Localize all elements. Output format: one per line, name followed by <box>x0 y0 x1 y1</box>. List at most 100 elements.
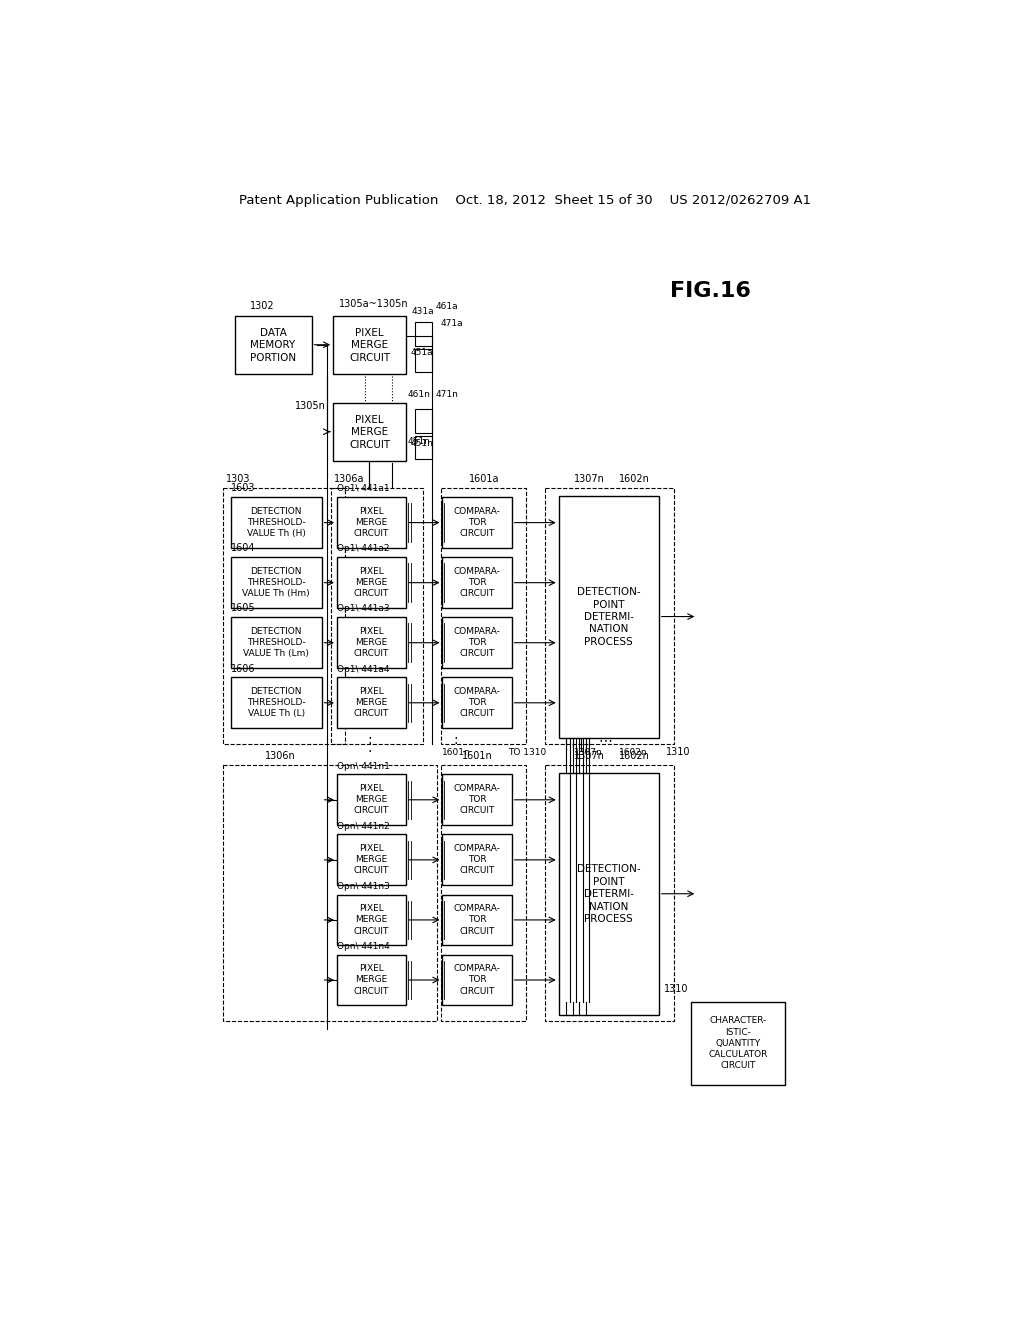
Bar <box>337 834 407 886</box>
Text: 1305a~1305n: 1305a~1305n <box>339 300 409 309</box>
Text: 1603: 1603 <box>230 483 255 494</box>
Text: PIXEL
MERGE
CIRCUIT: PIXEL MERGE CIRCUIT <box>354 965 389 995</box>
Bar <box>442 895 512 945</box>
Text: PIXEL
MERGE
CIRCUIT: PIXEL MERGE CIRCUIT <box>354 568 389 598</box>
Text: Opn\ 441n4: Opn\ 441n4 <box>337 941 390 950</box>
Text: PIXEL
MERGE
CIRCUIT: PIXEL MERGE CIRCUIT <box>354 904 389 936</box>
Text: 451n: 451n <box>408 437 431 446</box>
Bar <box>442 954 512 1006</box>
Text: .: . <box>367 741 372 755</box>
Text: DETECTION
THRESHOLD-
VALUE Th (L): DETECTION THRESHOLD- VALUE Th (L) <box>247 688 305 718</box>
Bar <box>416 348 432 372</box>
Text: 451n: 451n <box>410 440 433 447</box>
Text: 1602n: 1602n <box>618 751 649 762</box>
Text: 1305n: 1305n <box>295 401 326 411</box>
Bar <box>230 557 322 609</box>
Text: 1306n: 1306n <box>264 751 295 762</box>
Text: DATA
MEMORY
PORTION: DATA MEMORY PORTION <box>250 327 296 363</box>
Bar <box>223 766 437 1020</box>
Text: PIXEL
MERGE
CIRCUIT: PIXEL MERGE CIRCUIT <box>354 507 389 539</box>
Text: 461n: 461n <box>408 391 431 400</box>
Text: PIXEL
MERGE
CIRCUIT: PIXEL MERGE CIRCUIT <box>349 327 390 363</box>
Bar <box>230 677 322 729</box>
Text: 1310: 1310 <box>666 747 690 758</box>
Text: 1601a: 1601a <box>469 474 500 484</box>
Text: 1307n: 1307n <box>574 474 605 484</box>
Text: 1303: 1303 <box>226 474 251 484</box>
Text: CHARACTER-
ISTIC-
QUANTITY
CALCULATOR
CIRCUIT: CHARACTER- ISTIC- QUANTITY CALCULATOR CI… <box>709 1016 768 1069</box>
Bar <box>331 488 423 743</box>
Bar <box>337 618 407 668</box>
Text: 1306a: 1306a <box>334 474 365 484</box>
Text: 471n: 471n <box>435 391 459 400</box>
Bar <box>337 775 407 825</box>
Text: DETECTION
THRESHOLD-
VALUE Th (Hm): DETECTION THRESHOLD- VALUE Th (Hm) <box>243 568 310 598</box>
Bar <box>545 488 674 743</box>
Bar <box>441 488 525 743</box>
Text: PIXEL
MERGE
CIRCUIT: PIXEL MERGE CIRCUIT <box>349 414 390 450</box>
Bar <box>441 766 525 1020</box>
Text: :: : <box>454 734 458 747</box>
Text: COMPARA-
TOR
CIRCUIT: COMPARA- TOR CIRCUIT <box>454 784 501 816</box>
Text: Op1\ 441a3: Op1\ 441a3 <box>337 605 389 614</box>
Bar <box>442 775 512 825</box>
Text: 1307n: 1307n <box>574 748 603 758</box>
Text: 431a: 431a <box>412 308 434 317</box>
Text: Opn\ 441n1: Opn\ 441n1 <box>337 762 390 771</box>
Text: DETECTION
THRESHOLD-
VALUE Th (H): DETECTION THRESHOLD- VALUE Th (H) <box>247 507 305 539</box>
Bar <box>337 954 407 1006</box>
Text: COMPARA-
TOR
CIRCUIT: COMPARA- TOR CIRCUIT <box>454 688 501 718</box>
Text: 1604: 1604 <box>230 544 255 553</box>
Text: Op1\ 441a4: Op1\ 441a4 <box>337 664 389 673</box>
Bar <box>337 498 407 548</box>
Bar <box>442 618 512 668</box>
Text: DETECTION-
POINT
DETERMI-
NATION
PROCESS: DETECTION- POINT DETERMI- NATION PROCESS <box>577 865 641 924</box>
Text: TO 1310: TO 1310 <box>508 748 546 758</box>
Text: 461a: 461a <box>435 302 458 312</box>
Text: 1307n: 1307n <box>574 751 605 762</box>
Bar <box>691 1002 785 1085</box>
Bar <box>337 677 407 729</box>
Bar <box>442 498 512 548</box>
Bar <box>337 895 407 945</box>
Text: Op1\ 441a2: Op1\ 441a2 <box>337 544 389 553</box>
Bar <box>416 409 432 433</box>
Bar <box>442 834 512 886</box>
Bar <box>559 774 658 1015</box>
Text: Opn\ 441n3: Opn\ 441n3 <box>337 882 390 891</box>
Text: 451a: 451a <box>410 348 433 358</box>
Bar <box>223 488 345 743</box>
Text: COMPARA-
TOR
CIRCUIT: COMPARA- TOR CIRCUIT <box>454 845 501 875</box>
Text: 1302: 1302 <box>250 301 274 312</box>
Text: PIXEL
MERGE
CIRCUIT: PIXEL MERGE CIRCUIT <box>354 688 389 718</box>
Bar <box>333 404 407 461</box>
Bar <box>337 557 407 609</box>
Text: Op1\ 441a1: Op1\ 441a1 <box>337 484 389 494</box>
Text: COMPARA-
TOR
CIRCUIT: COMPARA- TOR CIRCUIT <box>454 904 501 936</box>
Bar <box>416 436 432 459</box>
Bar <box>333 317 407 374</box>
Bar <box>559 496 658 738</box>
Text: COMPARA-
TOR
CIRCUIT: COMPARA- TOR CIRCUIT <box>454 568 501 598</box>
Bar <box>234 317 311 374</box>
Text: 1602n: 1602n <box>618 474 649 484</box>
Text: PIXEL
MERGE
CIRCUIT: PIXEL MERGE CIRCUIT <box>354 784 389 816</box>
Text: :: : <box>367 734 372 747</box>
Bar <box>442 557 512 609</box>
Text: 1605: 1605 <box>230 603 255 614</box>
Text: 1606: 1606 <box>230 664 255 673</box>
Text: 1601n: 1601n <box>442 748 471 758</box>
Text: Patent Application Publication    Oct. 18, 2012  Sheet 15 of 30    US 2012/02627: Patent Application Publication Oct. 18, … <box>239 194 811 207</box>
Bar <box>416 322 432 346</box>
Bar <box>230 618 322 668</box>
Bar <box>545 766 674 1020</box>
Text: 471a: 471a <box>440 319 463 327</box>
Text: DETECTION
THRESHOLD-
VALUE Th (Lm): DETECTION THRESHOLD- VALUE Th (Lm) <box>243 627 309 659</box>
Text: 1601n: 1601n <box>462 751 493 762</box>
Text: ⋯: ⋯ <box>599 734 612 747</box>
Bar <box>442 677 512 729</box>
Text: 1602n: 1602n <box>618 748 647 758</box>
Text: DETECTION-
POINT
DETERMI-
NATION
PROCESS: DETECTION- POINT DETERMI- NATION PROCESS <box>577 587 641 647</box>
Text: COMPARA-
TOR
CIRCUIT: COMPARA- TOR CIRCUIT <box>454 627 501 659</box>
Bar <box>230 498 322 548</box>
